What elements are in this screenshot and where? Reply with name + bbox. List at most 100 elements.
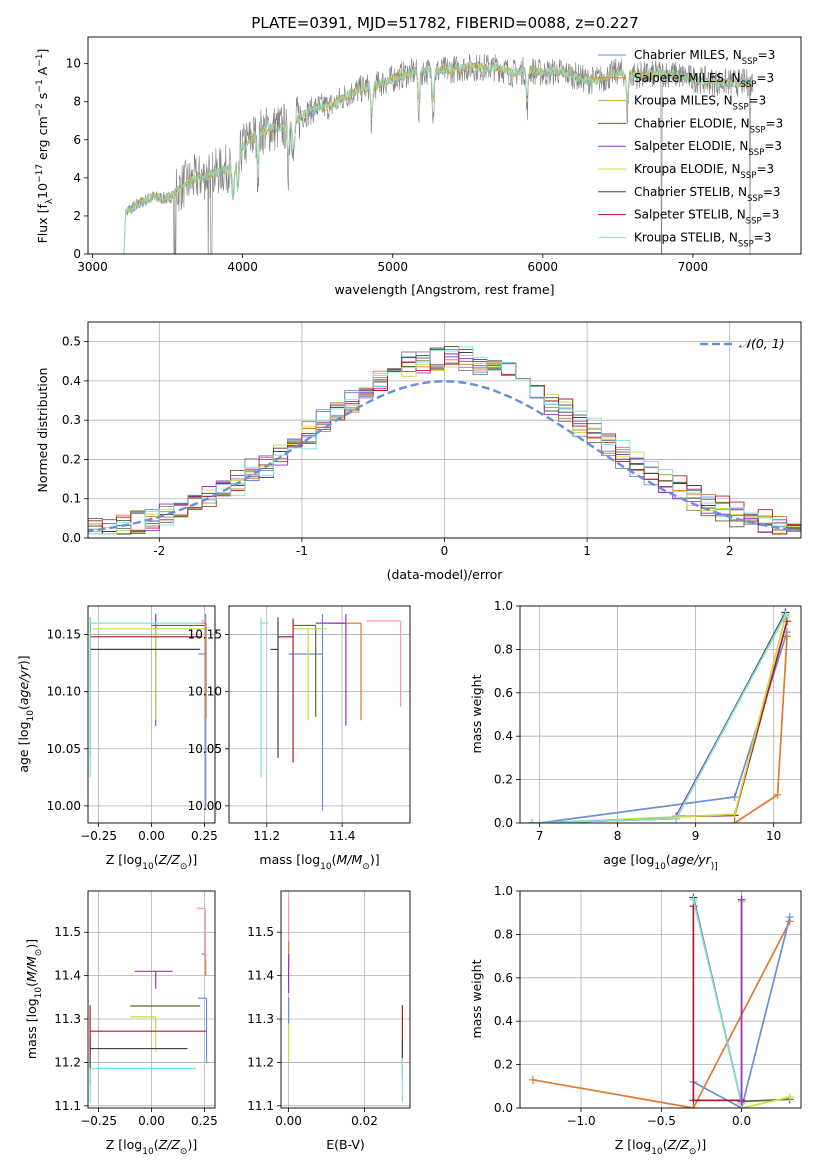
- plot-area: [281, 891, 410, 1108]
- figure-title: PLATE=0391, MJD=51782, FIBERID=0088, z=0…: [251, 14, 638, 32]
- y-tick-label: 0.5: [62, 335, 81, 349]
- weight-line-cyan: [531, 614, 787, 823]
- label-part: )]: [24, 939, 39, 949]
- weight-marker-cyan: [781, 610, 790, 619]
- label-part: M/M: [337, 852, 363, 867]
- legend-entry: Kroupa MILES, NSSP=3: [634, 94, 766, 113]
- weight-marker-cyan: [672, 814, 681, 823]
- label-part: 10: [26, 710, 36, 722]
- y-tick-label: 1.0: [494, 599, 513, 613]
- legend-name: Kroupa ELODIE, N: [634, 162, 741, 176]
- x-tick-label: −0.5: [647, 1114, 676, 1128]
- spectrum-panel: 3000 4000 5000 6000 7000 0 2 4 6 8 10 wavelength [A…: [35, 36, 802, 297]
- legend-sub: SSP: [746, 217, 762, 227]
- axes-frame: [280, 890, 411, 1109]
- x-axis-label: (data-model)/error: [387, 567, 504, 582]
- y-tick-label: 0.1: [62, 492, 81, 506]
- x-axis-label: mass [log10(M/M⊙)]: [259, 852, 379, 872]
- x-tick-label: 11.2: [253, 829, 280, 843]
- y-tick-label: 10.00: [47, 799, 81, 813]
- y-tick-label: 0: [73, 247, 81, 261]
- plot-area: [520, 891, 801, 1108]
- label-part: (: [16, 705, 31, 710]
- legend-val: =3: [758, 48, 776, 62]
- y-tick-label: 2: [73, 209, 81, 223]
- mass-vs-ebv-panel: 0.00 0.02 11.1 11.2 11.3 11.4 11.5 E(B-V): [247, 890, 411, 1152]
- label-part: Z [log: [106, 1137, 142, 1152]
- label-part: )]: [16, 655, 31, 665]
- x-axis-label: Z [log10(Z/Z⊙)]: [106, 852, 197, 872]
- x-tick-label: 2: [726, 544, 734, 558]
- label-part: s: [35, 93, 50, 104]
- weight-line-blue: [692, 916, 791, 1108]
- label-part: 10: [651, 1147, 663, 1157]
- x-tick-label: 0.00: [138, 829, 165, 843]
- weight-line-blue: [539, 631, 788, 823]
- label-part: −2: [35, 103, 45, 116]
- x-tick-label: 11.4: [329, 829, 356, 843]
- x-axis-label: Z [log10(Z/Z⊙)]: [615, 1137, 706, 1157]
- label-part: erg cm: [35, 116, 50, 164]
- label-part: Flux [f: [35, 204, 50, 244]
- histogram-step-cyan: [88, 346, 801, 535]
- label-part: ⊙: [362, 862, 370, 872]
- y-tick-label: 0.6: [494, 971, 513, 985]
- weight-marker-cyan: [527, 819, 536, 823]
- label-part: (: [154, 852, 159, 867]
- y-tick-label: 10: [66, 57, 81, 71]
- legend-sub: SSP: [742, 57, 758, 67]
- legend-val: =3: [766, 116, 784, 130]
- label-part: 10: [320, 862, 332, 872]
- y-tick-label: 11.5: [247, 925, 274, 939]
- weight-marker-red: [689, 1096, 698, 1105]
- legend-entry: Salpeter ELODIE, NSSP=3: [634, 139, 782, 158]
- y-tick-label: 0.6: [494, 686, 513, 700]
- y-tick-label: 11.1: [247, 1099, 274, 1113]
- legend-sub: SSP: [750, 125, 766, 135]
- label-part: mass [log: [24, 998, 39, 1059]
- label-part: (: [154, 1137, 159, 1152]
- y-tick-label: 11.4: [54, 969, 81, 983]
- x-tick-label: 8: [614, 829, 622, 843]
- x-tick-label: 0.0: [732, 1114, 751, 1128]
- y-tick-label: 0.0: [494, 816, 513, 830]
- weight-marker-orange: [782, 632, 791, 641]
- label-part: Z [log: [615, 1137, 651, 1152]
- y-tick-label: 0.8: [494, 642, 513, 656]
- label-part: 10: [34, 987, 44, 999]
- y-tick-label: 8: [73, 95, 81, 109]
- label-part: mass [log: [259, 852, 320, 867]
- y-tick-label: 0.2: [62, 452, 81, 466]
- y-tick-label: 10.15: [188, 628, 222, 642]
- label-part: )]: [187, 1137, 197, 1152]
- y-tick-label: 0.2: [494, 773, 513, 787]
- label-part: age [log: [16, 721, 31, 772]
- weight-line-orange: [532, 921, 791, 1108]
- x-tick-label: 1: [583, 544, 591, 558]
- plot-area: [88, 891, 215, 1108]
- axes-frame: [87, 36, 802, 255]
- label-part: −17: [35, 164, 45, 183]
- x-tick-label: 0: [441, 544, 449, 558]
- label-part: (: [663, 1137, 668, 1152]
- x-axis-label: E(B-V): [326, 1137, 365, 1152]
- legend-entry: Kroupa STELIB, NSSP=3: [634, 230, 772, 249]
- x-tick-label: 0.00: [138, 1114, 165, 1128]
- y-tick-label: 6: [73, 133, 81, 147]
- x-axis-label: age [log10(age/yr)]: [603, 852, 718, 872]
- legend-entry: 𝒩(0, 1): [739, 336, 785, 351]
- x-tick-label: 7: [536, 829, 544, 843]
- y-tick-label: 11.3: [54, 1012, 81, 1026]
- x-tick-label: 9: [692, 829, 700, 843]
- y-tick-label: 11.2: [54, 1055, 81, 1069]
- age-vs-mass-panel: 11.2 11.4 10.00 10.05 10.10 10.15 mass [log10(…: [188, 605, 411, 872]
- label-part: )]: [370, 852, 380, 867]
- y-axis-label: mass weight: [469, 674, 484, 753]
- model-spectrum-orange: [123, 61, 754, 254]
- weight-line-cyan: [692, 899, 743, 1104]
- y-tick-label: 11.1: [54, 1099, 81, 1113]
- label-part: 10: [142, 1147, 154, 1157]
- weight-marker-orange: [773, 790, 782, 799]
- label-part: ]: [35, 49, 50, 54]
